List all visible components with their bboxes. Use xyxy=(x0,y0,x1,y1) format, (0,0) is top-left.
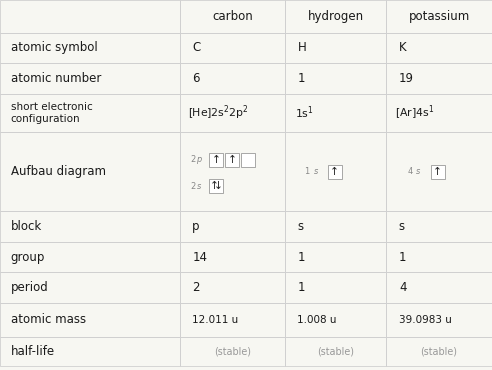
Text: 1: 1 xyxy=(298,251,305,264)
Bar xyxy=(180,303,285,337)
Bar xyxy=(285,132,386,212)
Text: $\mathregular{[He]2s^22p^2}$: $\mathregular{[He]2s^22p^2}$ xyxy=(188,104,249,122)
Text: K: K xyxy=(399,41,406,54)
Bar xyxy=(180,94,285,132)
Text: period: period xyxy=(11,281,49,294)
Text: block: block xyxy=(11,220,42,233)
Text: 14: 14 xyxy=(192,251,207,264)
Bar xyxy=(180,0,285,33)
Bar xyxy=(285,242,386,272)
Text: atomic symbol: atomic symbol xyxy=(11,41,97,54)
Bar xyxy=(0,212,180,242)
Bar xyxy=(180,132,285,212)
Text: ↑: ↑ xyxy=(433,167,442,177)
Text: atomic mass: atomic mass xyxy=(11,313,86,326)
Text: (stable): (stable) xyxy=(214,346,251,356)
Text: p: p xyxy=(192,220,200,233)
Text: 1: 1 xyxy=(298,281,305,294)
Text: 19: 19 xyxy=(399,72,414,85)
Text: H: H xyxy=(298,41,306,54)
Text: 2: 2 xyxy=(190,182,195,191)
Text: 6: 6 xyxy=(192,72,200,85)
Text: $\mathregular{[Ar]4s^1}$: $\mathregular{[Ar]4s^1}$ xyxy=(395,104,434,122)
Text: C: C xyxy=(192,41,201,54)
Bar xyxy=(180,33,285,63)
Bar xyxy=(386,212,492,242)
Bar xyxy=(180,272,285,303)
Text: (stable): (stable) xyxy=(421,346,458,356)
Text: 1: 1 xyxy=(298,72,305,85)
Text: s: s xyxy=(197,182,201,191)
Text: short electronic
configuration: short electronic configuration xyxy=(11,102,92,124)
Bar xyxy=(209,153,223,167)
Text: group: group xyxy=(11,251,45,264)
Bar xyxy=(209,179,223,193)
Bar xyxy=(180,337,285,366)
Text: 2: 2 xyxy=(190,155,195,164)
Text: s: s xyxy=(298,220,304,233)
Bar xyxy=(0,94,180,132)
Bar xyxy=(0,33,180,63)
Text: hydrogen: hydrogen xyxy=(308,10,364,23)
Bar xyxy=(180,63,285,94)
Bar xyxy=(180,212,285,242)
Bar xyxy=(386,33,492,63)
Bar xyxy=(285,94,386,132)
Bar xyxy=(0,272,180,303)
Text: ↓: ↓ xyxy=(214,181,223,191)
Bar xyxy=(386,272,492,303)
Bar xyxy=(386,337,492,366)
Bar xyxy=(285,337,386,366)
Text: ↑: ↑ xyxy=(330,167,339,177)
Bar xyxy=(241,153,255,167)
Bar xyxy=(285,303,386,337)
Text: ↑: ↑ xyxy=(212,155,220,165)
Text: 1: 1 xyxy=(399,251,406,264)
Text: atomic number: atomic number xyxy=(11,72,101,85)
Text: 12.011 u: 12.011 u xyxy=(192,315,239,325)
Text: s: s xyxy=(416,167,421,176)
Bar xyxy=(285,212,386,242)
Bar xyxy=(225,153,239,167)
Text: carbon: carbon xyxy=(212,10,253,23)
Bar xyxy=(386,0,492,33)
Bar xyxy=(0,303,180,337)
Text: 4: 4 xyxy=(407,167,413,176)
Text: 4: 4 xyxy=(399,281,406,294)
Text: ↑: ↑ xyxy=(210,181,218,191)
Bar xyxy=(285,272,386,303)
Bar xyxy=(0,337,180,366)
Text: 39.0983 u: 39.0983 u xyxy=(399,315,452,325)
Bar xyxy=(285,63,386,94)
Bar xyxy=(285,0,386,33)
Text: potassium: potassium xyxy=(408,10,470,23)
Bar xyxy=(0,242,180,272)
Text: Aufbau diagram: Aufbau diagram xyxy=(11,165,106,178)
Bar xyxy=(386,303,492,337)
Text: s: s xyxy=(399,220,405,233)
Bar xyxy=(386,242,492,272)
Bar xyxy=(0,63,180,94)
Text: ↑: ↑ xyxy=(228,155,237,165)
Bar xyxy=(0,0,180,33)
Bar xyxy=(180,242,285,272)
Bar xyxy=(386,94,492,132)
Text: p: p xyxy=(196,155,201,164)
Bar xyxy=(328,165,342,179)
Bar xyxy=(285,33,386,63)
Text: (stable): (stable) xyxy=(317,346,354,356)
Text: s: s xyxy=(313,167,318,176)
Text: 2: 2 xyxy=(192,281,200,294)
Bar xyxy=(386,63,492,94)
Text: 1.008 u: 1.008 u xyxy=(298,315,337,325)
Text: 1: 1 xyxy=(305,167,310,176)
Bar xyxy=(430,165,445,179)
Bar xyxy=(0,132,180,212)
Text: $\mathregular{1s^1}$: $\mathregular{1s^1}$ xyxy=(296,105,314,121)
Text: half-life: half-life xyxy=(11,345,55,358)
Bar xyxy=(386,132,492,212)
